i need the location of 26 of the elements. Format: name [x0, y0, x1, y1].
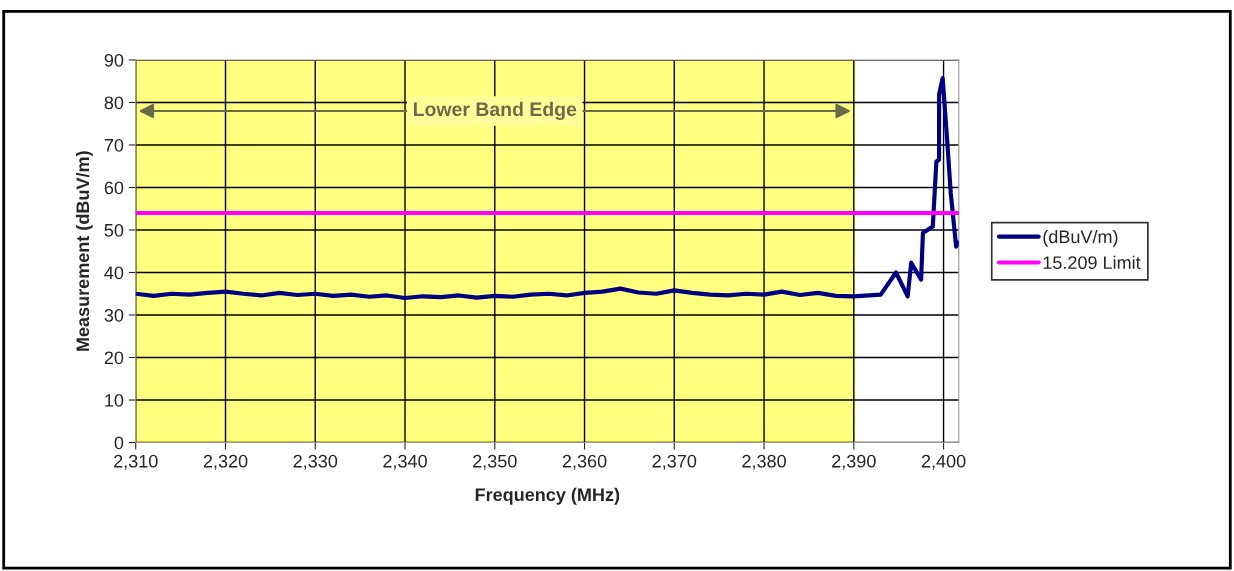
y-tick-label: 30 — [104, 308, 124, 322]
y-axis-title: Measurement (dBuV/m) — [75, 151, 93, 351]
x-tick-label: 2,360 — [562, 454, 607, 470]
legend-label: 15.209 Limit — [1043, 255, 1141, 270]
x-tick-label: 2,320 — [203, 454, 248, 470]
x-axis-title: Frequency (MHz) — [475, 487, 620, 505]
y-tick-label: 50 — [104, 223, 124, 237]
x-tick-label: 2,340 — [383, 454, 427, 470]
y-tick-label: 70 — [104, 138, 124, 152]
x-tick-label: 2,390 — [832, 454, 876, 470]
x-tick-label: 2,350 — [473, 454, 517, 470]
band-label: Lower Band Edge — [413, 101, 577, 121]
y-tick-label: 20 — [104, 351, 124, 365]
y-tick-label: 40 — [104, 266, 124, 280]
y-tick-label: 90 — [104, 53, 124, 67]
x-tick-label: 2,370 — [652, 454, 697, 470]
legend-label: (dBuV/m) — [1043, 229, 1118, 247]
y-tick-label: 0 — [114, 436, 124, 450]
y-tick-label: 80 — [104, 96, 124, 110]
x-tick-label: 2,380 — [742, 454, 786, 470]
line-series — [135, 76, 959, 301]
y-tick-label: 10 — [105, 393, 124, 407]
x-tick-label: 2,310 — [114, 454, 158, 470]
x-tick-label: 2,400 — [921, 454, 966, 470]
x-tick-label: 2,330 — [293, 454, 338, 470]
y-tick-label: 60 — [104, 181, 124, 195]
